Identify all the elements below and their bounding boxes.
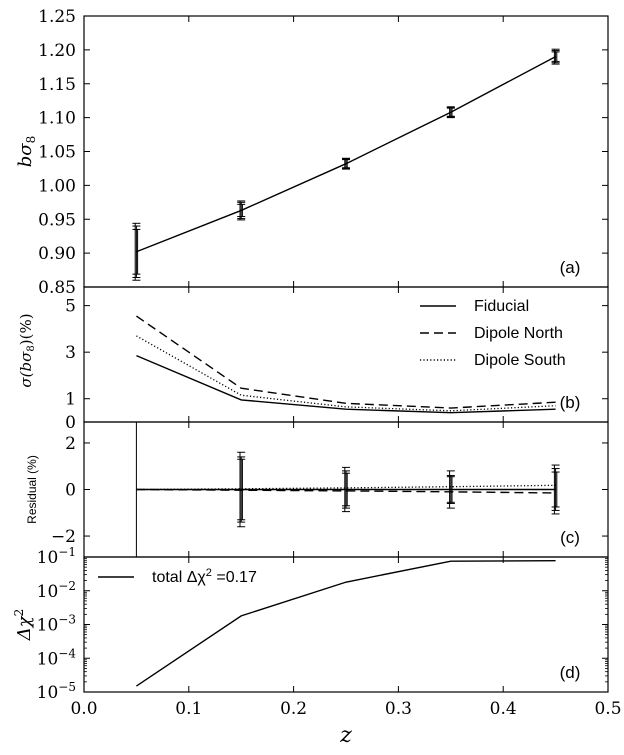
y-axis-label: σ(bσ8)(%) [17,313,37,387]
y-tick-label: 1 [65,390,76,410]
y-tick-exponent: −5 [58,680,76,694]
y-tick-label: 0.85 [38,278,76,298]
plot-frame [83,556,609,693]
y-tick-label: 10−1 [37,545,76,568]
panel-b: 0 1 3 5 (b) σ(bσ8)(%) Fiducial Dipole North Dipo… [17,286,609,433]
y-tick-exponent: −4 [58,646,76,660]
panel-label: (a) [560,258,581,277]
y-tick-label: 10−2 [37,579,76,602]
y-tick-label: 2 [65,434,76,454]
y-tick-label: 1.15 [38,75,76,95]
y-tick-label: 1.25 [38,7,76,27]
panel-c: −2 0 2 (c) Residual (%) [25,421,609,558]
y-tick-label: −2 [51,527,76,547]
y-tick-label: 3 [65,343,76,363]
y-tick-label: 1.10 [38,109,76,129]
y-tick-label: 1.00 [38,176,76,196]
y-axis-label: Residual (%) [25,455,39,524]
y-tick-label: 0.95 [38,210,76,230]
x-tick-label: 0.2 [280,699,307,719]
y-tick-exponent: −2 [58,579,76,593]
x-tick-label: 0.3 [385,699,412,719]
y-tick-label: 5 [65,297,76,317]
y-tick-label: 10−3 [37,613,76,636]
y-axis-label: Δχ2 [12,609,35,642]
legend-label: total Δχ2 =0.17 [152,567,257,586]
series-line-dipole-south [136,335,556,412]
x-tick-label: 0.5 [594,699,621,719]
y-tick-label: 0.90 [38,244,76,264]
x-axis-label: z [339,723,352,748]
series-line-total-0-17 [136,559,556,687]
y-tick-exponent: −1 [58,545,76,559]
panel-label: (c) [560,528,580,547]
panel-label: (d) [560,663,581,682]
x-tick-label: 0.1 [175,699,202,719]
series-line-fiducial [136,355,556,414]
series-line-dipole-north [136,315,556,409]
panel-label: (b) [560,393,581,412]
panels: 0.85 0.90 0.95 1.00 1.05 1.10 1.15 1.20 1.25 (a) b… [12,7,622,719]
x-tick-label: 0.4 [490,699,517,719]
y-tick-label: 0 [65,481,76,501]
legend-label: Dipole South [474,352,566,369]
y-axis-label: bσ8 [15,136,38,167]
legend-label: Fiducial [474,298,529,315]
y-tick-label: 10−4 [37,646,77,669]
x-tick-label: 0.0 [70,699,97,719]
plot-frame [83,15,609,288]
legend-label: Dipole North [474,325,563,342]
y-tick-exponent: −3 [58,613,76,627]
y-tick-label: 1.20 [38,41,76,61]
y-tick-label: 1.05 [38,143,76,163]
y-tick-label: 0 [65,413,76,433]
panel-a: 0.85 0.90 0.95 1.00 1.05 1.10 1.15 1.20 1.25 (a) b… [15,7,609,298]
series-line-a-0 [136,56,556,253]
